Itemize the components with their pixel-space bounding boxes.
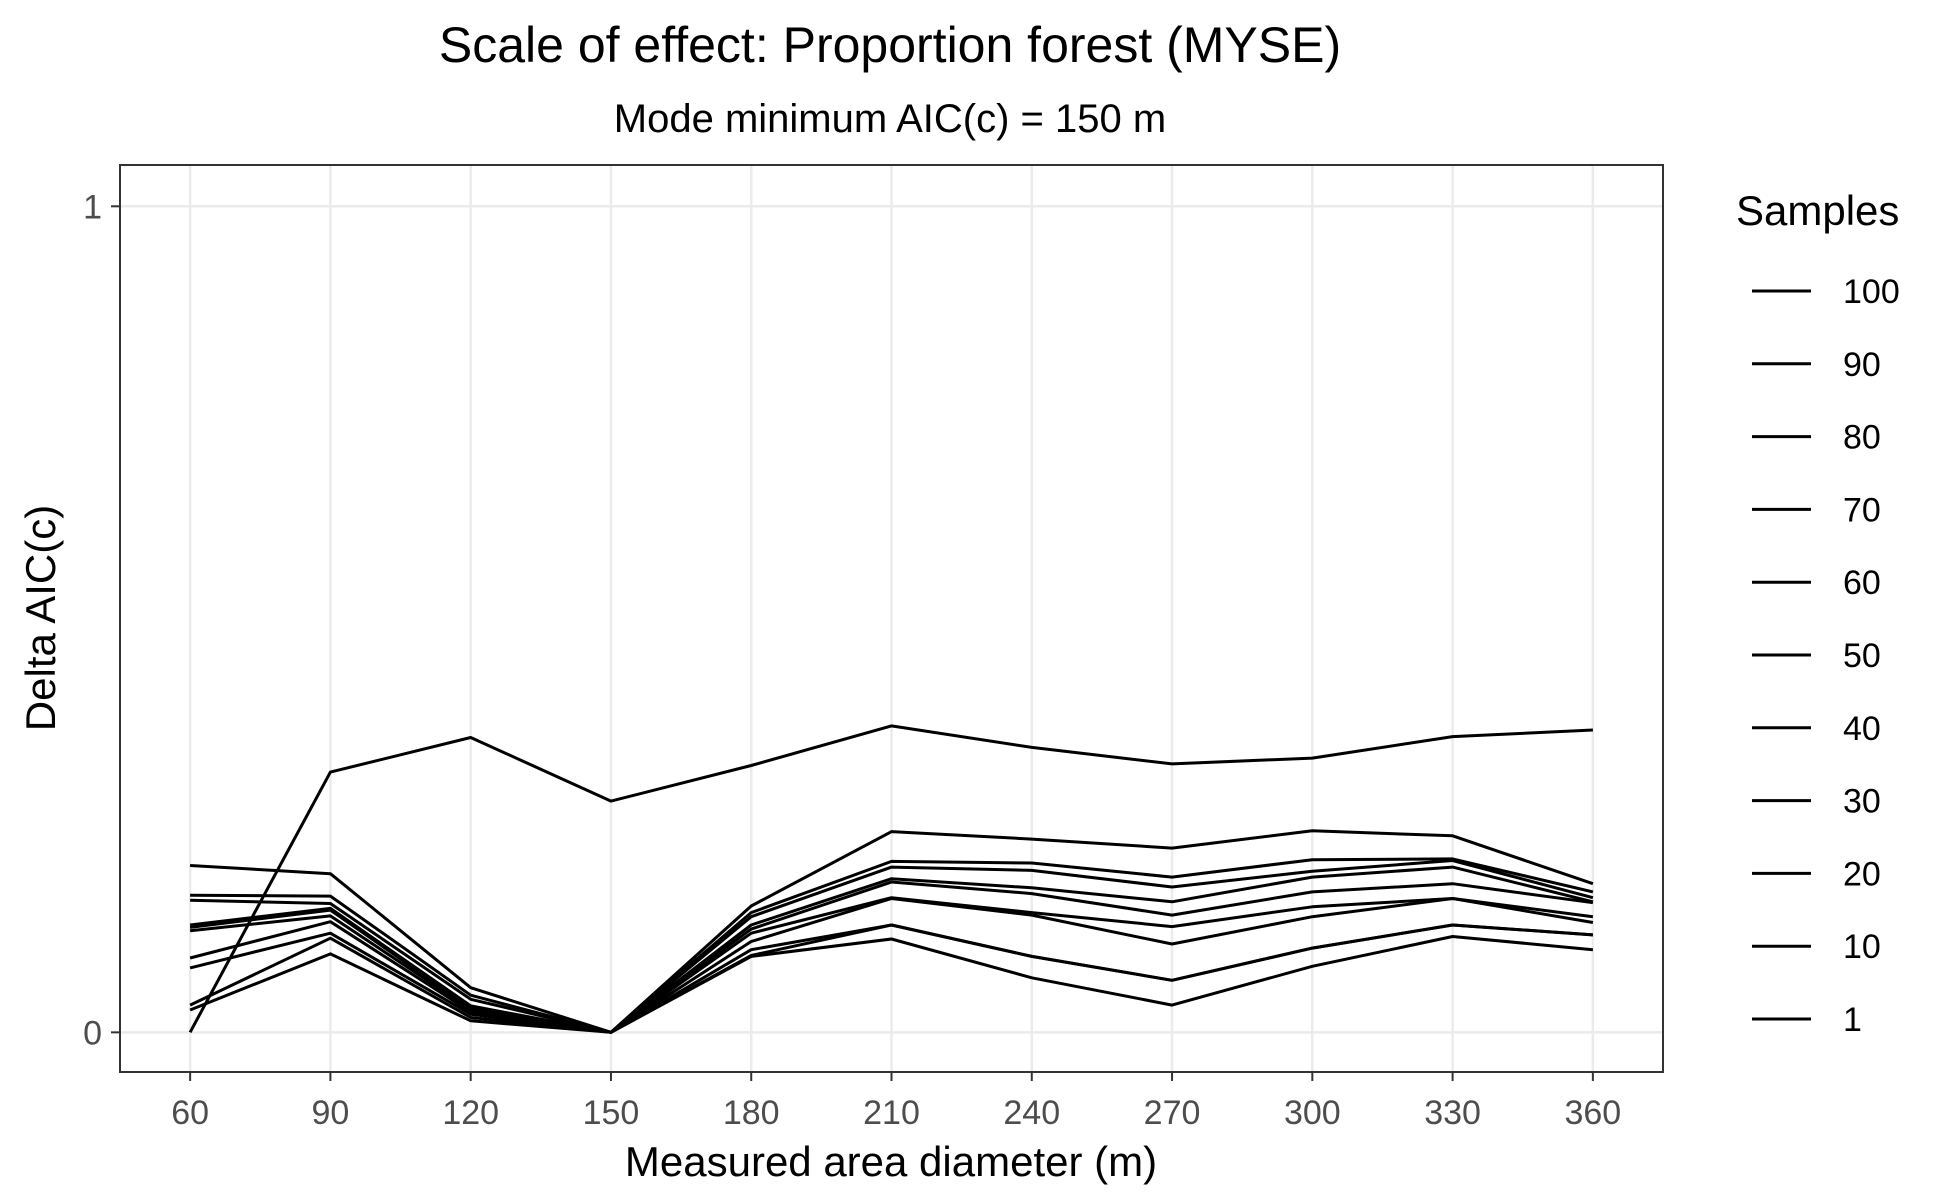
x-tick-label: 90: [311, 1094, 349, 1132]
series-line: [189, 880, 1594, 1034]
legend-label: 10: [1843, 928, 1881, 966]
x-axis-title: Measured area diameter (m): [625, 1138, 1157, 1185]
x-tick-label: 210: [863, 1094, 920, 1132]
chart-subtitle: Mode minimum AIC(c) = 150 m: [614, 97, 1166, 141]
series-line: [190, 859, 1594, 1034]
series-lines: [188, 724, 1594, 1034]
x-tick-label: 60: [171, 1094, 209, 1132]
x-tick-label: 300: [1284, 1094, 1341, 1132]
y-tick-label: 0: [83, 1014, 102, 1052]
legend-label: 60: [1843, 564, 1881, 602]
series-line: [188, 724, 1593, 1034]
legend-label: 90: [1843, 346, 1881, 384]
legend-label: 1: [1843, 1001, 1862, 1039]
series-line: [189, 923, 1594, 1034]
gridlines: [120, 165, 1663, 1072]
y-tick-label: 1: [83, 188, 102, 226]
x-tick-label: 360: [1564, 1094, 1621, 1132]
legend-label: 100: [1843, 273, 1900, 311]
x-tick-label: 150: [583, 1094, 640, 1132]
series-line: [189, 935, 1594, 1034]
axis-ticks: 60 90 120 150 180 210 240 270 300 330 360 0 1: [83, 188, 1621, 1132]
series-line: [190, 829, 1594, 1034]
legend-label: 80: [1843, 419, 1881, 457]
chart-title: Scale of effect: Proportion forest (MYSE…: [439, 17, 1341, 73]
y-axis-title: Delta AIC(c): [17, 505, 64, 731]
x-tick-label: 330: [1424, 1094, 1481, 1132]
legend-label: 30: [1843, 783, 1881, 821]
x-tick-label: 120: [442, 1094, 499, 1132]
series-line: [189, 897, 1594, 1034]
series-line: [190, 857, 1594, 1034]
legend-label: 40: [1843, 710, 1881, 748]
x-tick-label: 240: [1003, 1094, 1060, 1132]
x-tick-label: 180: [723, 1094, 780, 1132]
legend-label: 70: [1843, 491, 1881, 529]
legend: Samples 100 90 80 70 60 50 40 30 20 10 1: [1736, 187, 1900, 1039]
legend-label: 50: [1843, 637, 1881, 675]
legend-title: Samples: [1736, 187, 1899, 234]
x-tick-label: 270: [1144, 1094, 1201, 1132]
legend-label: 20: [1843, 855, 1881, 893]
